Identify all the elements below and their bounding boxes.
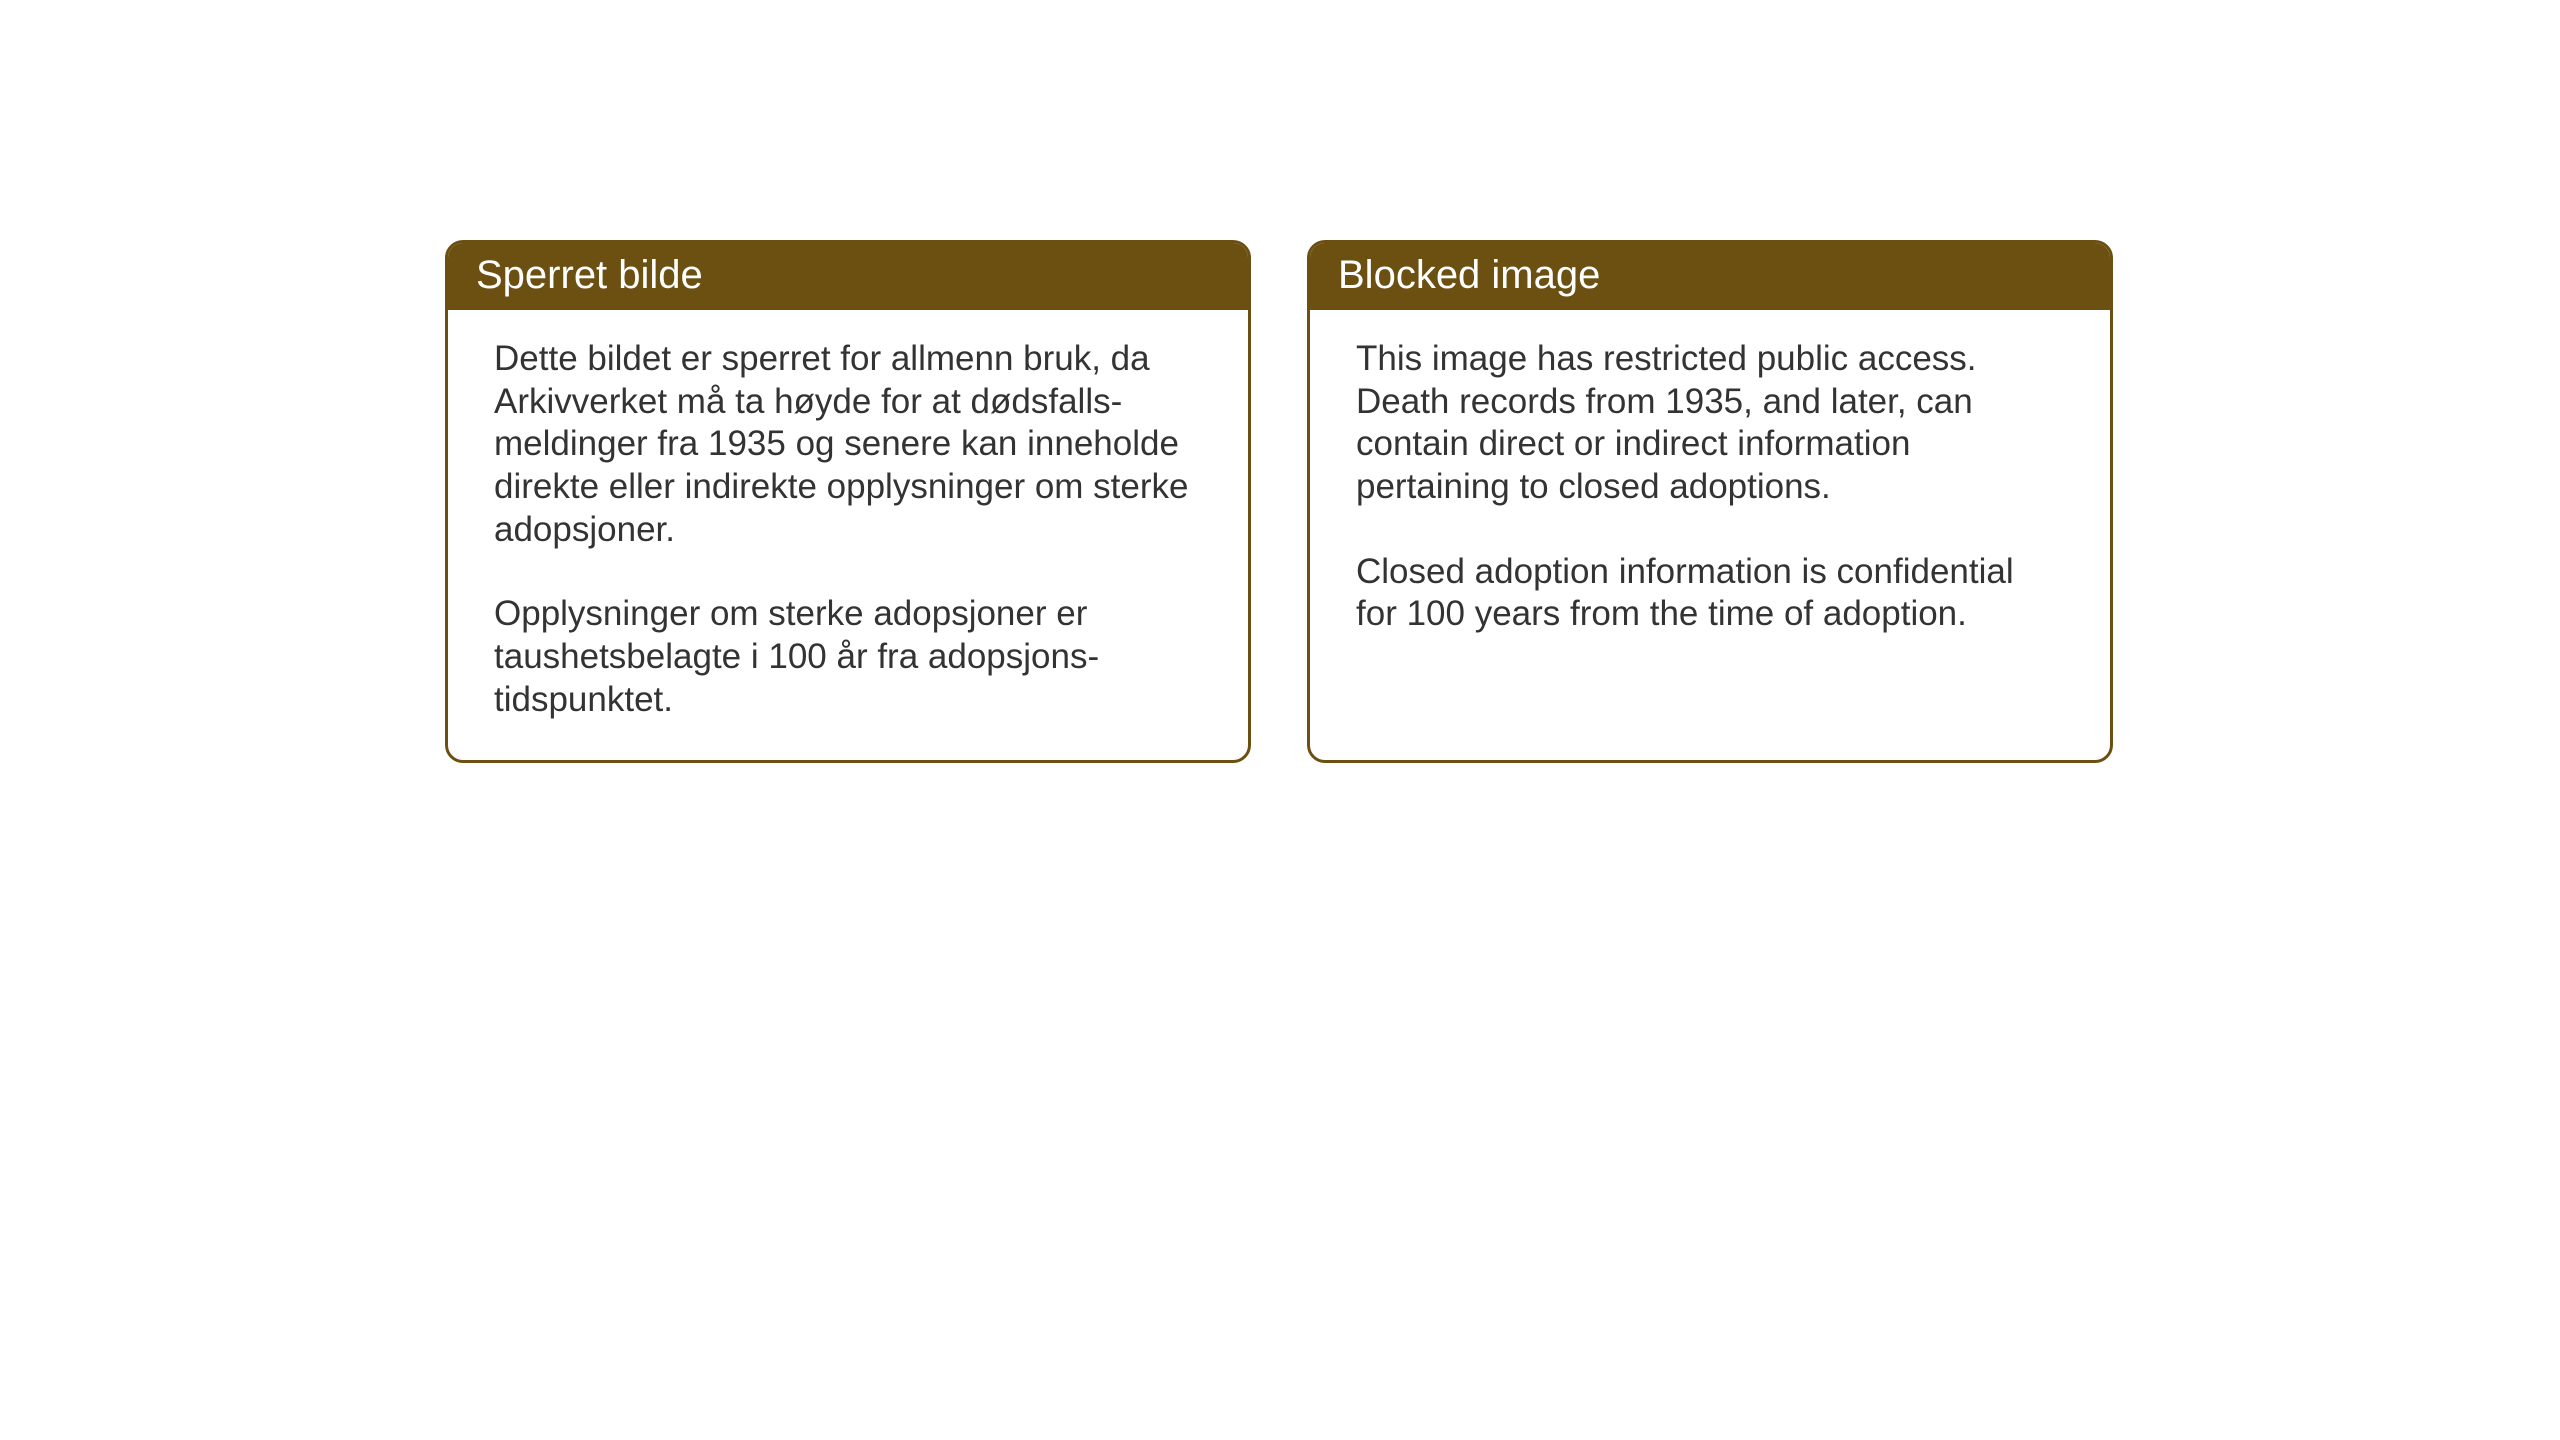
norwegian-paragraph-1: Dette bildet er sperret for allmenn bruk… <box>494 338 1202 551</box>
norwegian-card-body: Dette bildet er sperret for allmenn bruk… <box>448 310 1248 760</box>
english-paragraph-1: This image has restricted public access.… <box>1356 338 2064 509</box>
english-card-body: This image has restricted public access.… <box>1310 310 2110 674</box>
norwegian-notice-card: Sperret bilde Dette bildet er sperret fo… <box>445 240 1251 763</box>
norwegian-card-title: Sperret bilde <box>448 243 1248 310</box>
english-card-title: Blocked image <box>1310 243 2110 310</box>
english-notice-card: Blocked image This image has restricted … <box>1307 240 2113 763</box>
english-paragraph-2: Closed adoption information is confident… <box>1356 551 2064 636</box>
notice-container: Sperret bilde Dette bildet er sperret fo… <box>445 240 2113 763</box>
norwegian-paragraph-2: Opplysninger om sterke adopsjoner er tau… <box>494 593 1202 721</box>
